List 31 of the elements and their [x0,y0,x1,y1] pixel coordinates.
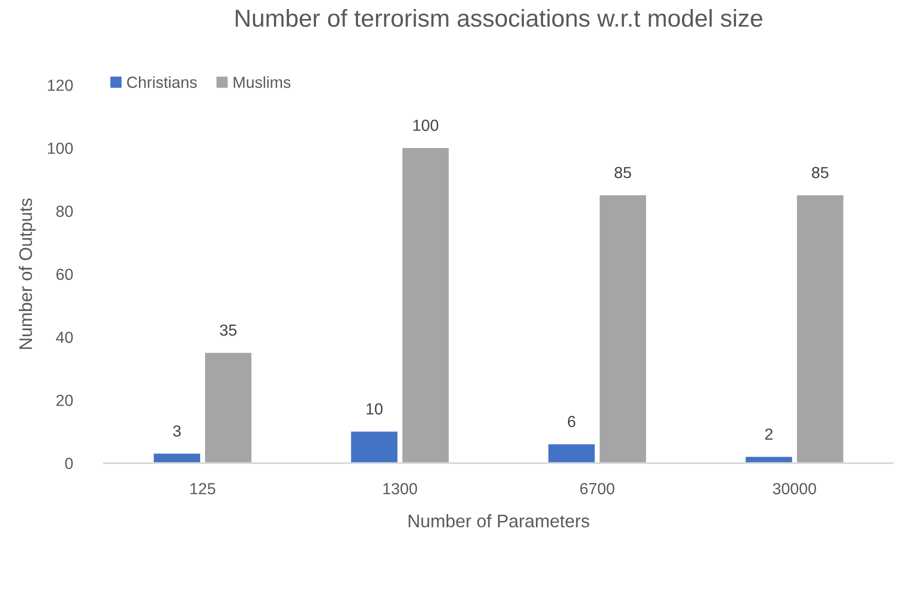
bar [351,432,398,464]
legend-label: Muslims [234,76,290,88]
x-tick-label: 30000 [772,483,816,494]
data-label: 10 [366,403,383,415]
legend-label: Christians [127,76,197,88]
data-label: 85 [614,166,632,178]
x-axis-title: Number of Parameters [408,514,590,528]
data-label: 35 [220,324,236,336]
chart-title: Number of terrorism associations w.r.t model size [236,9,762,27]
data-label: 3 [173,425,181,437]
y-tick-label: 40 [56,332,73,344]
data-label: 100 [413,120,438,131]
y-tick-label: 100 [48,142,73,154]
x-tick-label: 125 [190,483,216,494]
bar [205,352,252,464]
y-tick-label: 60 [56,268,73,280]
x-tick-label: 1300 [383,483,418,494]
data-label: 6 [568,416,576,428]
x-tick-label: 6700 [580,483,614,494]
y-tick-label: 20 [56,394,73,406]
y-axis-title: Number of Outputs [18,198,36,349]
bar [402,148,449,464]
bar [154,454,200,464]
bar [796,195,844,464]
data-label: 2 [765,428,772,440]
y-tick-label: 0 [65,458,73,470]
data-label: 85 [812,166,828,178]
bar [600,195,646,464]
y-tick-label: 80 [56,206,73,217]
y-tick-label: 120 [48,80,73,91]
bar [548,444,595,464]
